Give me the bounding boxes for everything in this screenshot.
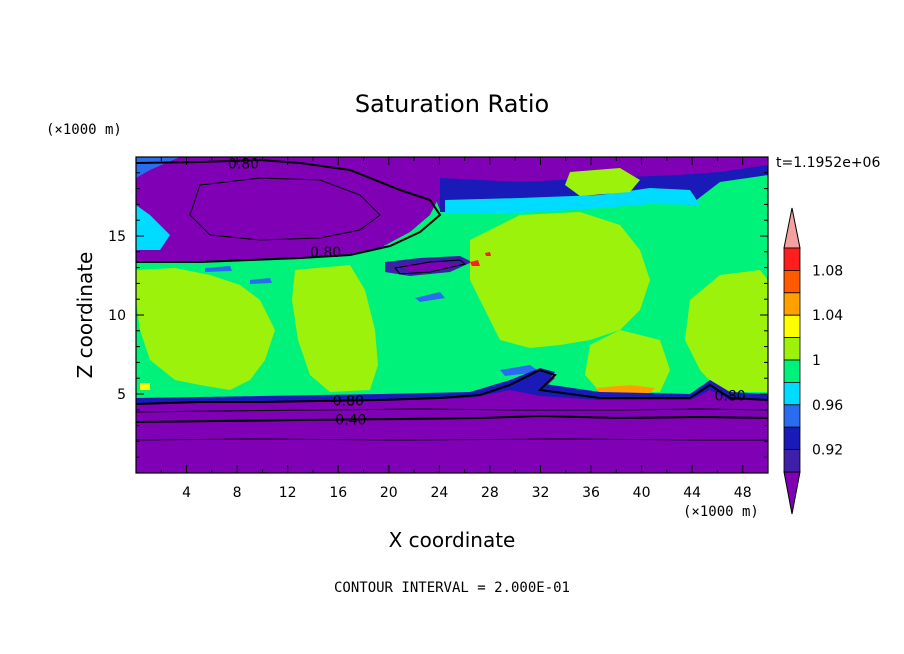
y-axis-label: Z coordinate — [73, 252, 97, 379]
contour-value-label: 0.80 — [228, 156, 259, 172]
colorbar-level-label: 0.96 — [812, 398, 843, 414]
contour-thin-lower-2 — [136, 438, 768, 441]
colorbar-swatch — [783, 359, 801, 383]
mid-green-center — [292, 265, 378, 392]
mid-green-lower — [585, 330, 670, 392]
x-tick-label: 20 — [380, 485, 398, 501]
colorbar-swatch — [783, 426, 801, 451]
contour-value-label: 0.80 — [310, 245, 341, 261]
colorbar-swatch — [783, 314, 801, 339]
x-axis: 4 8 12 16 20 24 28 32 36 40 44 48 — [160, 157, 752, 501]
time-label: t=1.1952e+06 — [776, 155, 880, 171]
colorbar-swatch — [783, 292, 801, 316]
heatmap-field — [136, 157, 768, 473]
colorbar-swatch — [783, 449, 801, 473]
x-tick-label: 12 — [279, 485, 297, 501]
red-specks — [470, 252, 491, 266]
contour-thin-lower-1 — [136, 408, 768, 413]
y-tick-label: 10 — [108, 308, 126, 324]
contour-anvil — [394, 259, 467, 275]
orange-streak — [595, 385, 655, 394]
colorbar-level-label: 0.92 — [812, 443, 843, 459]
contour-value-label: 0.40 — [335, 412, 366, 428]
contour-thin-upper — [189, 177, 381, 241]
contour-labels: 0.80 0.80 0.80 0.40 0.80 — [228, 156, 746, 428]
x-axis-label: X coordinate — [389, 528, 516, 552]
upper-green-patch — [565, 168, 640, 196]
x-tick-label: 44 — [683, 485, 701, 501]
yellow-streak — [140, 383, 150, 390]
contour-value-label: 0.80 — [714, 389, 745, 405]
mid-green-right — [470, 212, 650, 348]
colorbar-arrow-bottom — [783, 471, 801, 515]
x-tick-label: 36 — [582, 485, 600, 501]
colorbar-swatch — [783, 381, 801, 406]
x-tick-label: 48 — [734, 485, 752, 501]
lower-blue-edge — [136, 368, 768, 404]
chart-title: Saturation Ratio — [355, 90, 549, 118]
colorbar-swatch — [783, 247, 801, 271]
x-tick-label: 8 — [233, 485, 242, 501]
contour-0-80-upper — [136, 158, 442, 263]
colorbar: 0.92 0.96 1 1.04 1.08 — [783, 207, 843, 515]
x-tick-label: 40 — [633, 485, 651, 501]
colorbar-swatch — [783, 404, 801, 428]
mid-green-far-right — [685, 270, 768, 392]
contour-0-40 — [136, 414, 768, 423]
upper-cyan-band — [445, 188, 700, 214]
x-unit-label: (×1000 m) — [683, 504, 759, 520]
upper-left-cyan-strip-2 — [136, 205, 170, 250]
colorbar-level-label: 1.08 — [812, 263, 843, 279]
contour-lines — [136, 158, 768, 441]
colorbar-swatch — [783, 337, 801, 361]
contour-0-80-lower — [136, 368, 768, 405]
contour-interval-label: CONTOUR INTERVAL = 2.000E-01 — [334, 580, 570, 596]
y-axis: 5 10 15 — [108, 172, 768, 458]
colorbar-level-label: 1.04 — [812, 308, 843, 324]
x-tick-label: 32 — [532, 485, 550, 501]
x-tick-label: 24 — [430, 485, 448, 501]
y-tick-label: 5 — [117, 387, 126, 403]
colorbar-level-label: 1 — [812, 353, 821, 369]
y-unit-label: (×1000 m) — [46, 122, 122, 138]
x-tick-label: 28 — [481, 485, 499, 501]
x-tick-label: 16 — [329, 485, 347, 501]
colorbar-swatch — [783, 269, 801, 294]
y-tick-label: 15 — [108, 229, 126, 245]
mid-green-left — [136, 268, 275, 390]
colorbar-arrow-top — [783, 207, 801, 249]
x-tick-label: 4 — [182, 485, 191, 501]
contour-value-label: 0.80 — [333, 393, 364, 409]
